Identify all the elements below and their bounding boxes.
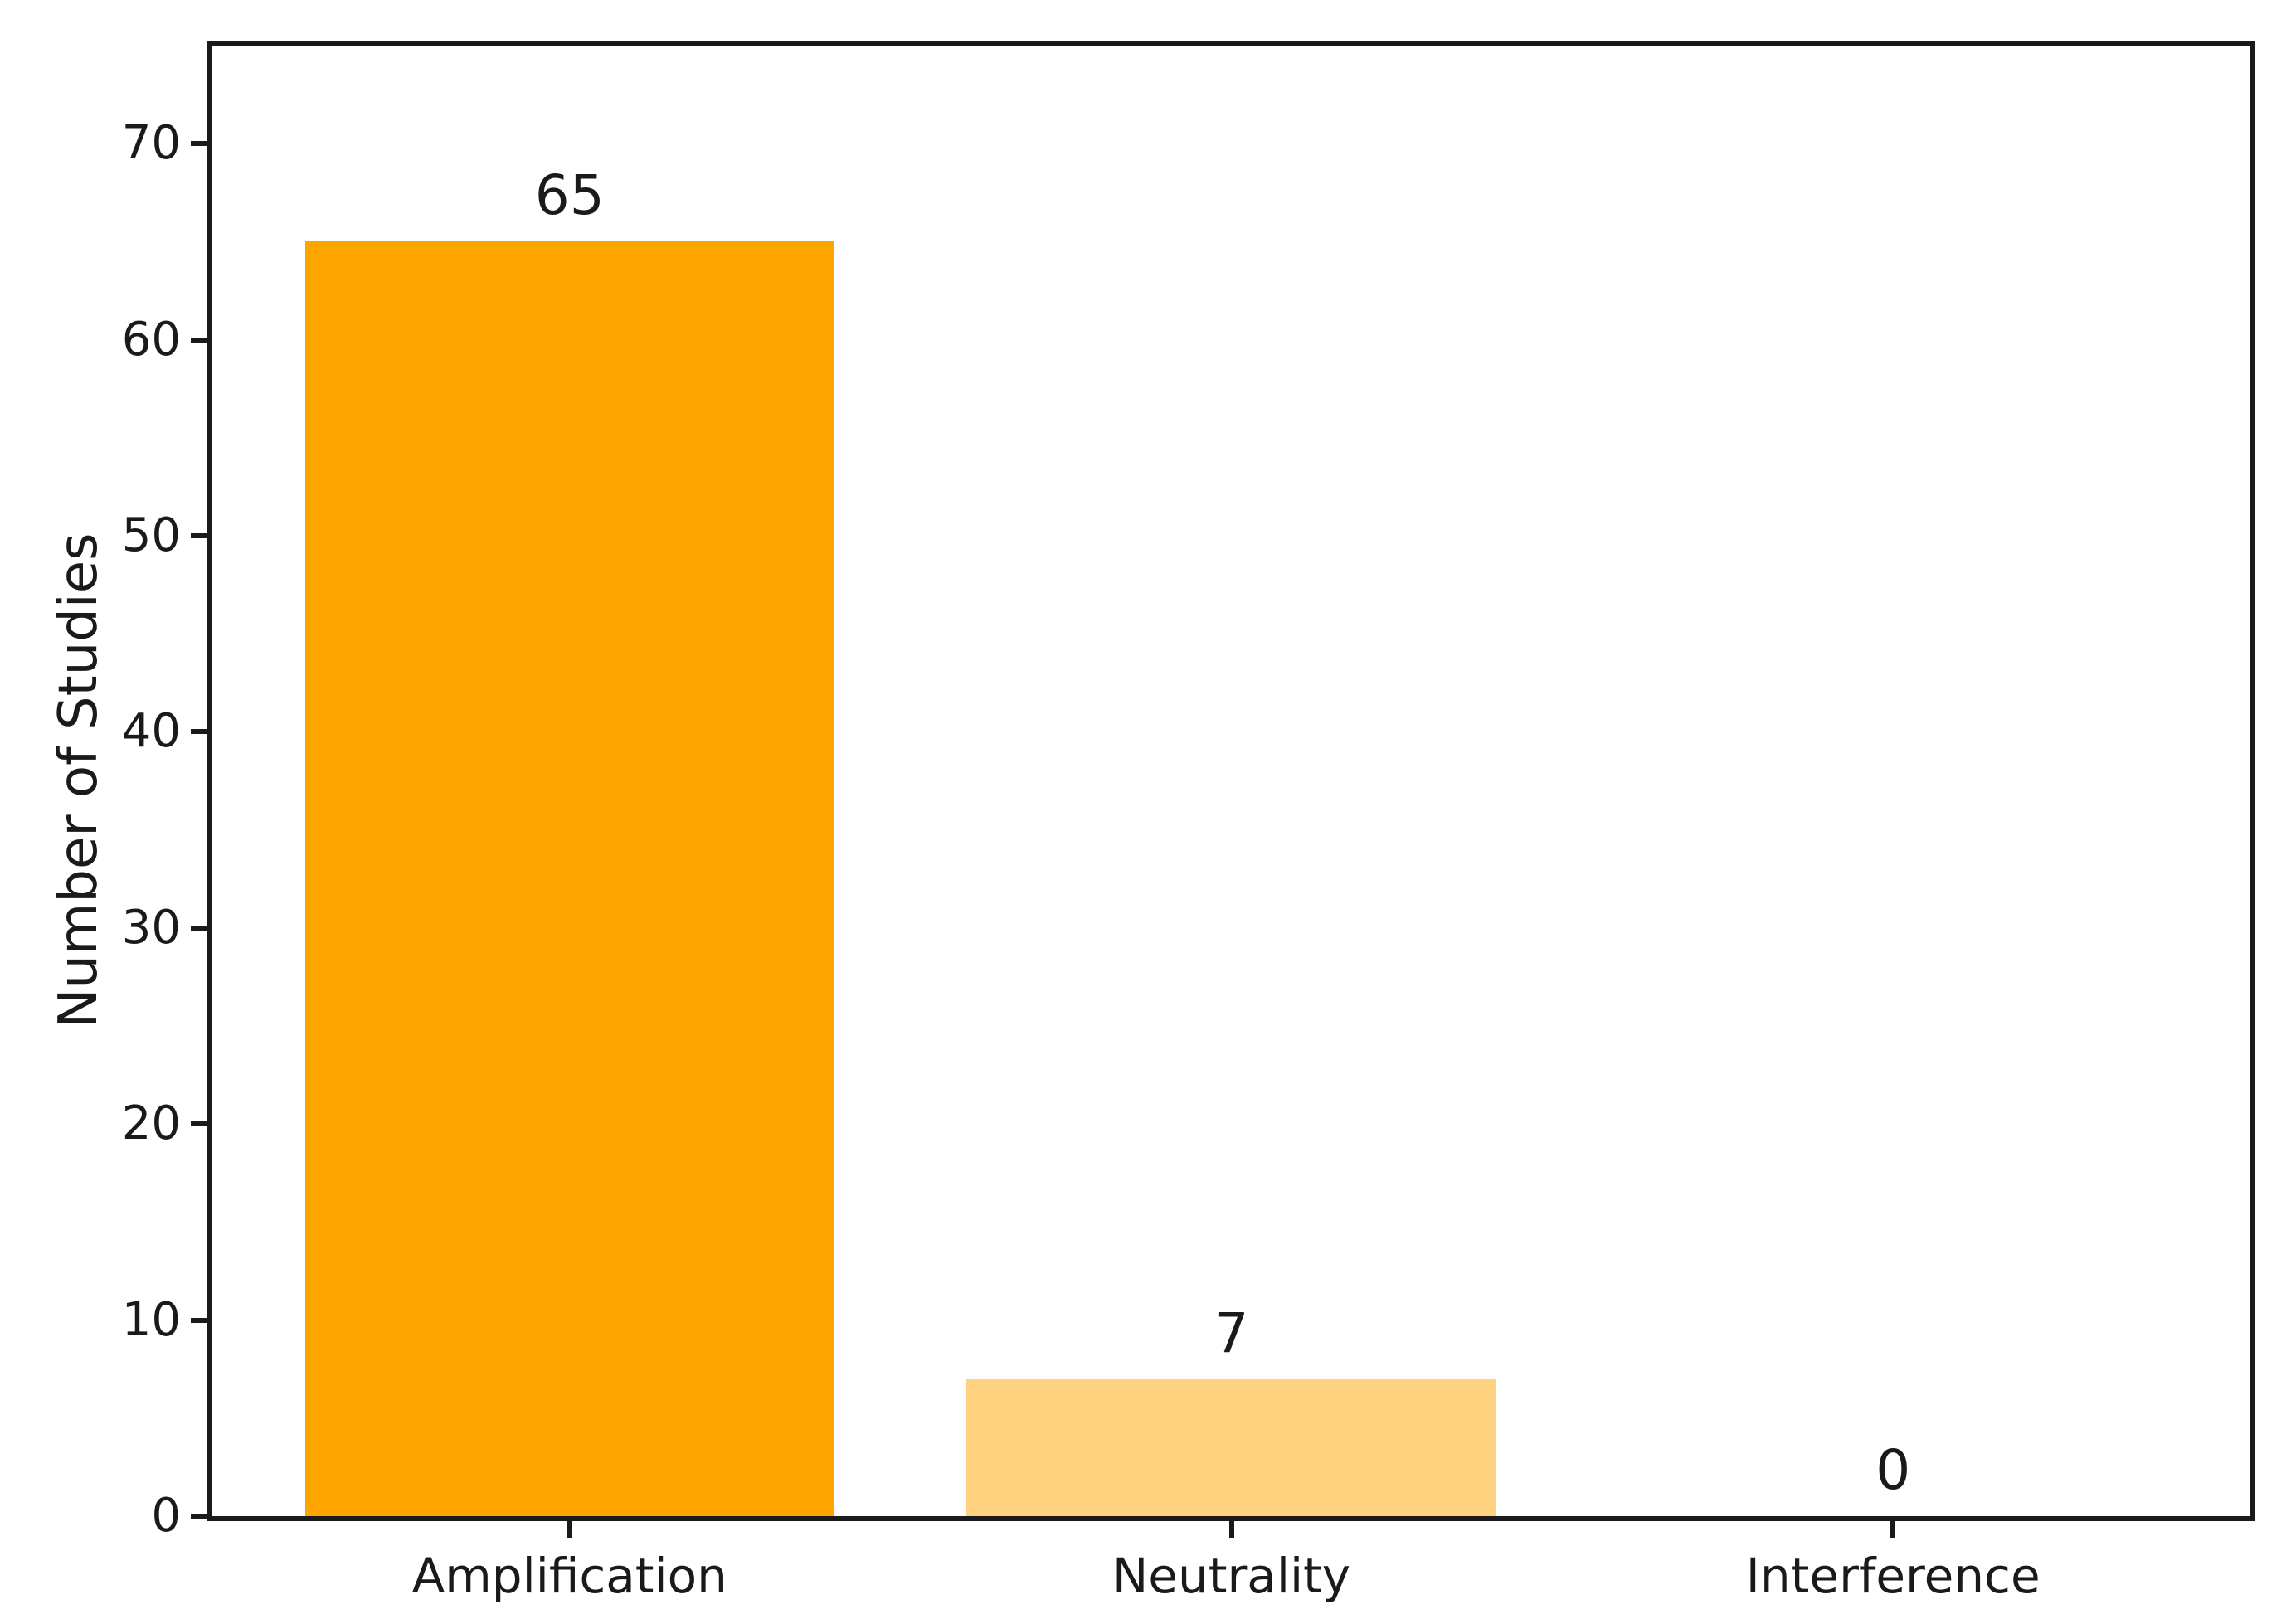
y-tick <box>191 925 207 931</box>
y-tick <box>191 1317 207 1323</box>
plot-area: 65 Amplification 7 Neutrality 0 Interference 0… <box>122 41 2255 1604</box>
y-tick <box>191 533 207 538</box>
x-tick-label-interference: Interference <box>1745 1548 2041 1604</box>
y-tick-label: 50 <box>121 508 181 562</box>
y-tick-label: 0 <box>151 1489 181 1543</box>
y-tick-label: 70 <box>121 116 181 171</box>
y-tick-label: 30 <box>121 900 181 955</box>
y-axis-title: Number of Studies <box>48 532 109 1028</box>
bar-value-label-amplification: 65 <box>534 163 605 228</box>
y-tick-label: 40 <box>121 704 181 759</box>
y-tick <box>191 1121 207 1127</box>
x-tick <box>567 1521 572 1538</box>
bar-value-label-interference: 0 <box>1875 1438 1911 1502</box>
bar-value-label-neutrality: 7 <box>1214 1301 1249 1365</box>
y-tick-label: 60 <box>121 312 181 367</box>
bar-neutrality <box>966 1378 1496 1516</box>
x-tick <box>1890 1521 1896 1538</box>
y-tick-label: 10 <box>121 1292 181 1347</box>
bar-amplification <box>304 241 834 1516</box>
y-tick <box>191 729 207 735</box>
y-tick <box>191 1514 207 1519</box>
y-tick-label: 20 <box>121 1096 181 1151</box>
y-tick <box>191 141 207 147</box>
x-tick <box>1228 1521 1234 1538</box>
y-tick <box>191 337 207 343</box>
x-tick-label-neutrality: Neutrality <box>1112 1548 1351 1604</box>
x-tick-label-amplification: Amplification <box>411 1548 727 1604</box>
